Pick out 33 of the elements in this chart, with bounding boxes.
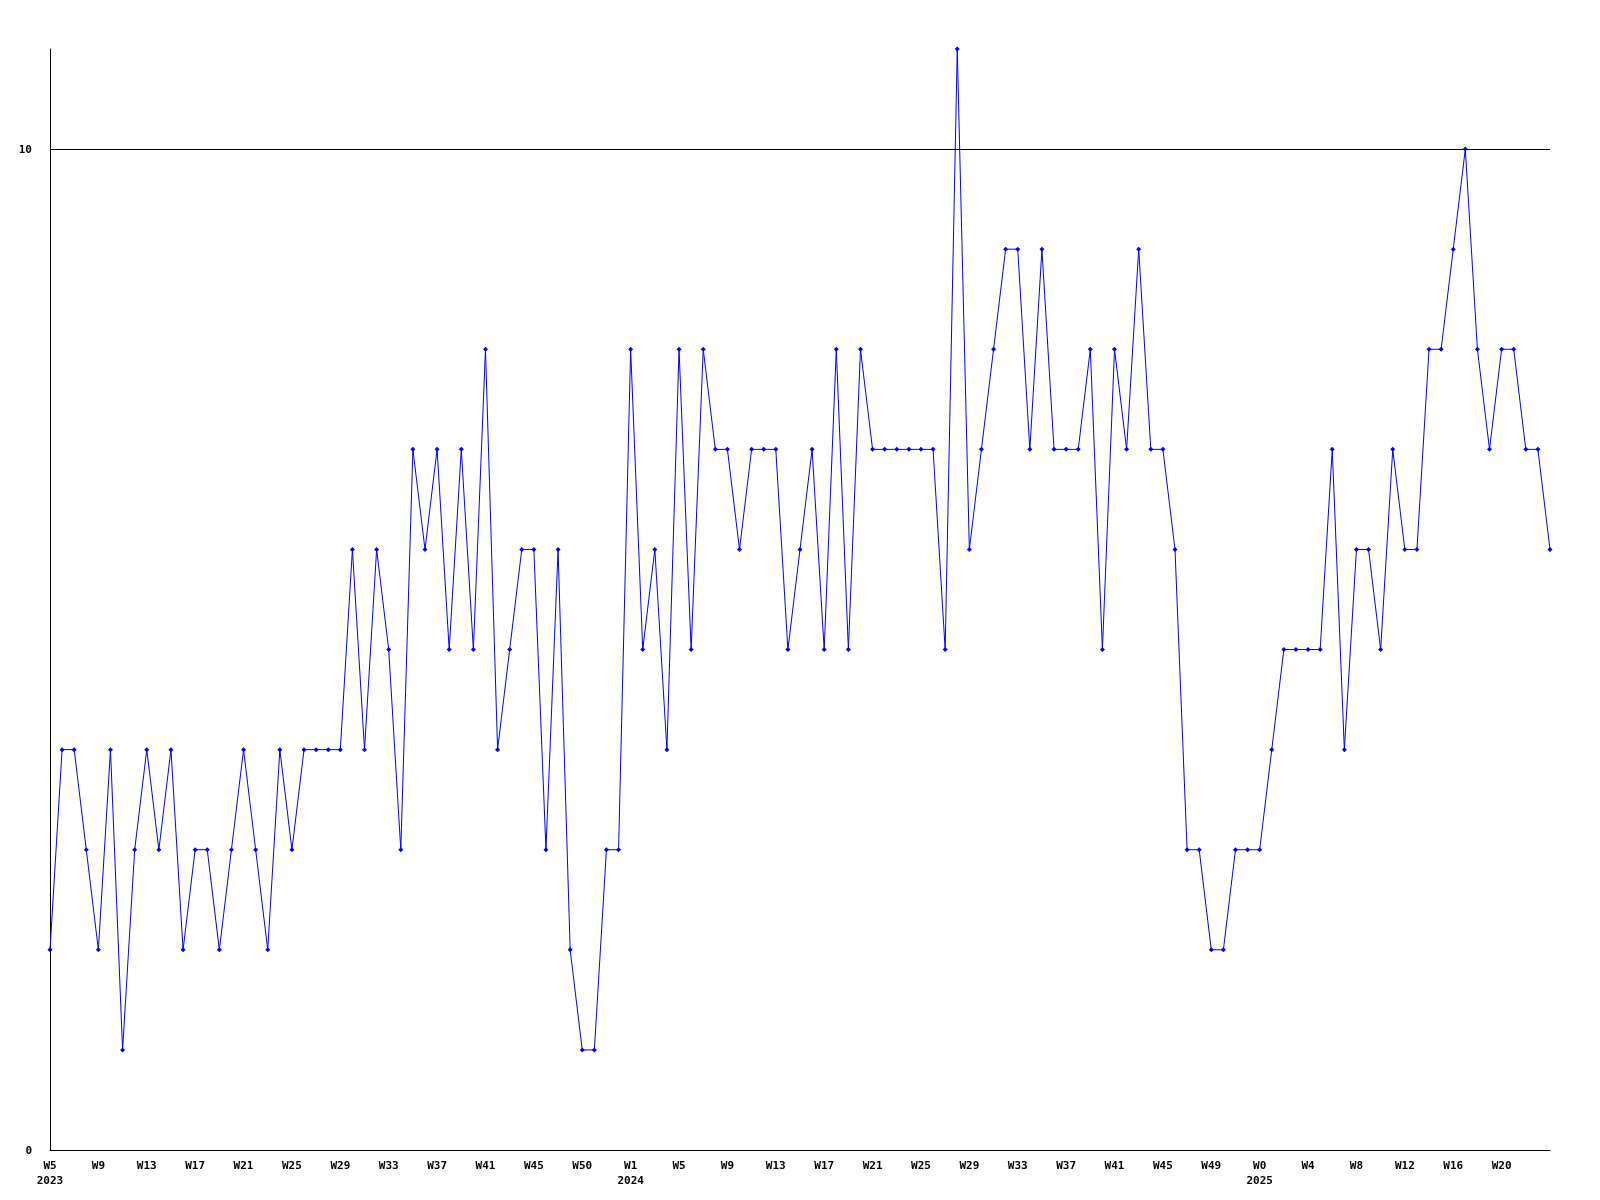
x-tick-label: W0 2025 — [1246, 1159, 1273, 1187]
x-tick-label: W5 — [672, 1159, 686, 1172]
y-tick-label: 10 — [18, 142, 32, 156]
x-tick-label: W37 — [1056, 1159, 1077, 1172]
x-tick-label: W45 — [523, 1159, 544, 1172]
x-tick-label: W20 — [1491, 1159, 1512, 1172]
x-tick-label: W17 — [185, 1159, 206, 1172]
x-tick-label: W13 — [765, 1159, 786, 1172]
x-tick-label: W17 — [814, 1159, 835, 1172]
x-tick-label: W49 — [1201, 1159, 1222, 1172]
x-tick-label: W9 — [91, 1159, 106, 1172]
x-tick-label: W33 — [378, 1159, 399, 1172]
x-tick-label: W9 — [720, 1159, 735, 1172]
y-tick-label: 0 — [25, 1143, 32, 1157]
x-tick-label: W41 — [475, 1159, 496, 1172]
x-tick-label: W16 — [1443, 1159, 1464, 1172]
x-tick-label: W37 — [427, 1159, 448, 1172]
x-tick-label: W29 — [330, 1159, 351, 1172]
x-tick-label: W13 — [136, 1159, 157, 1172]
x-tick-label: W4 — [1301, 1159, 1316, 1172]
x-tick-label: W25 — [911, 1159, 931, 1172]
x-tick-label: W8 — [1349, 1159, 1364, 1172]
x-tick-label: W5 2023 — [36, 1159, 64, 1187]
x-tick-label: W45 — [1152, 1159, 1173, 1172]
x-tick-label: W1 2024 — [617, 1159, 645, 1187]
x-tick-label: W41 — [1104, 1159, 1125, 1172]
x-tick-label: W21 — [233, 1159, 254, 1172]
x-tick-label: W25 — [282, 1159, 302, 1172]
x-tick-label: W29 — [959, 1159, 980, 1172]
x-tick-label: W21 — [862, 1159, 883, 1172]
x-tick-label: W33 — [1007, 1159, 1028, 1172]
x-tick-label: W50 — [572, 1159, 593, 1172]
x-tick-label: W12 — [1394, 1159, 1415, 1172]
